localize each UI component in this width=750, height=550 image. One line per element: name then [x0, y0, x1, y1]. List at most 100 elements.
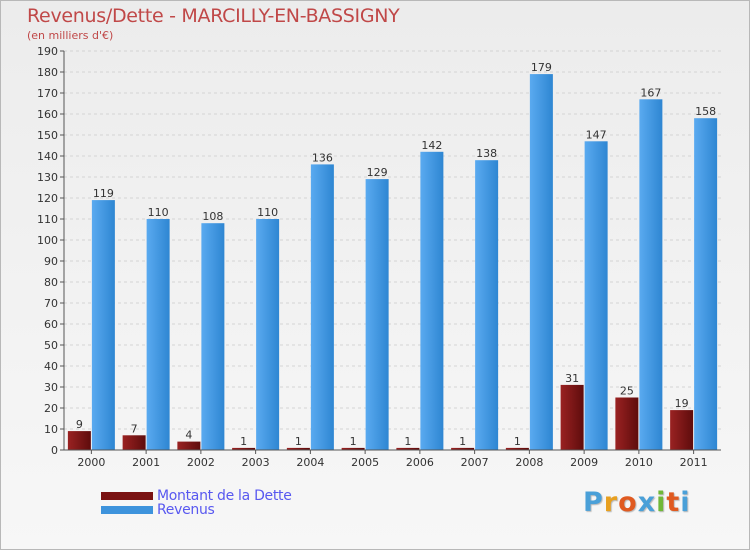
data-label-dette: 1 — [350, 435, 357, 448]
data-label-revenus: 129 — [367, 166, 388, 179]
proxiti-logo: Proxiti — [583, 487, 691, 518]
bar-dette — [451, 447, 475, 450]
bar-dette — [505, 447, 529, 450]
bar-revenus — [310, 164, 334, 450]
grid-lines — [64, 50, 721, 451]
legend-swatch-revenus — [101, 506, 153, 514]
data-label-dette: 1 — [240, 435, 247, 448]
bar-revenus — [475, 160, 499, 450]
x-tick-label: 2007 — [461, 456, 489, 469]
x-tick-label: 2006 — [406, 456, 434, 469]
legend-item-revenus: Revenus — [101, 502, 215, 518]
y-axis-ticks: 0 10 20 30 40 50 60 70 80 90 100 110 120 130 140 150 160… — [37, 45, 65, 457]
bar-chart: 0 10 20 30 40 50 60 70 80 90 100 110 120 130 140 150 160… — [37, 45, 721, 469]
data-label-revenus: 110 — [148, 206, 169, 219]
x-tick-label: 2004 — [296, 456, 324, 469]
bar-dette — [232, 447, 256, 450]
x-tick-label: 2009 — [570, 456, 598, 469]
bar-dette — [560, 384, 584, 450]
data-label-revenus: 108 — [202, 210, 223, 223]
data-label-revenus: 136 — [312, 151, 333, 164]
bar-revenus — [694, 118, 718, 450]
x-tick-label: 2000 — [77, 456, 105, 469]
data-label-dette: 31 — [565, 372, 579, 385]
bar-dette — [286, 447, 310, 450]
y-tick-label: 120 — [37, 192, 58, 205]
data-label-revenus: 167 — [640, 86, 661, 99]
x-axis-ticks: 2000 2001 2002 2003 2004 2005 2006 2007 2008 2009… — [64, 449, 721, 469]
data-label-revenus: 142 — [421, 139, 442, 152]
logo-letter: P — [583, 487, 604, 518]
chart-subtitle: (en milliers d'€) — [27, 29, 114, 42]
data-label-revenus: 110 — [257, 206, 278, 219]
y-tick-label: 0 — [51, 444, 58, 457]
data-labels: 9 119 7 110 4 108 1 110 1 136 1 129 1 142 1 138 1 179 31 14… — [76, 61, 716, 448]
chart-title: Revenus/Dette - MARCILLY-EN-BASSIGNY — [27, 5, 400, 27]
bar-revenus — [420, 151, 444, 451]
bar-revenus — [639, 99, 663, 451]
data-label-dette: 1 — [459, 435, 466, 448]
y-tick-label: 130 — [37, 171, 58, 184]
bar-dette — [122, 435, 146, 450]
bar-dette — [341, 447, 365, 450]
data-label-dette: 7 — [131, 422, 138, 435]
bar-dette — [177, 441, 201, 450]
logo-letter: x — [637, 487, 657, 518]
x-tick-label: 2005 — [351, 456, 379, 469]
bar-dette — [670, 410, 694, 450]
logo-letter: r — [603, 487, 619, 518]
bar-dette — [396, 447, 420, 450]
y-tick-label: 110 — [37, 213, 58, 226]
y-tick-label: 150 — [37, 129, 58, 142]
bar-dette — [615, 397, 639, 450]
y-tick-label: 180 — [37, 66, 58, 79]
data-label-revenus: 138 — [476, 147, 497, 160]
x-tick-label: 2002 — [187, 456, 215, 469]
bar-revenus — [91, 200, 115, 450]
bars — [67, 74, 718, 451]
x-tick-label: 2003 — [242, 456, 270, 469]
data-label-revenus: 147 — [586, 128, 607, 141]
data-label-dette: 1 — [295, 435, 302, 448]
y-tick-label: 90 — [44, 255, 58, 268]
bar-revenus — [584, 141, 608, 451]
data-label-dette: 9 — [76, 418, 83, 431]
y-tick-label: 50 — [44, 339, 58, 352]
bar-revenus — [201, 223, 225, 450]
y-tick-label: 140 — [37, 150, 58, 163]
bar-revenus — [146, 219, 170, 450]
logo-letter: t — [666, 487, 681, 518]
y-tick-label: 20 — [44, 402, 58, 415]
logo-letter: o — [618, 487, 638, 518]
bar-revenus — [256, 219, 280, 450]
legend-label-dette: Montant de la Dette — [157, 488, 292, 504]
y-tick-label: 100 — [37, 234, 58, 247]
x-tick-label: 2011 — [680, 456, 708, 469]
x-tick-label: 2001 — [132, 456, 160, 469]
legend-label-revenus: Revenus — [157, 502, 215, 518]
bar-dette — [67, 431, 91, 450]
bar-revenus — [529, 74, 553, 450]
y-tick-label: 60 — [44, 318, 58, 331]
data-label-revenus: 179 — [531, 61, 552, 74]
data-label-dette: 19 — [675, 397, 689, 410]
data-label-dette: 4 — [185, 429, 192, 442]
logo-letter: i — [656, 487, 667, 518]
data-label-dette: 1 — [514, 435, 521, 448]
y-tick-label: 160 — [37, 108, 58, 121]
x-tick-label: 2010 — [625, 456, 653, 469]
x-tick-label: 2008 — [515, 456, 543, 469]
legend-item-dette: Montant de la Dette — [101, 488, 292, 504]
y-tick-label: 170 — [37, 87, 58, 100]
logo-letter: i — [680, 487, 691, 518]
y-tick-label: 80 — [44, 276, 58, 289]
y-tick-label: 70 — [44, 297, 58, 310]
data-label-revenus: 119 — [93, 187, 114, 200]
y-tick-label: 30 — [44, 381, 58, 394]
data-label-dette: 25 — [620, 385, 634, 398]
y-tick-label: 10 — [44, 423, 58, 436]
bar-revenus — [365, 179, 389, 450]
y-tick-label: 190 — [37, 45, 58, 58]
legend-swatch-dette — [101, 492, 153, 500]
